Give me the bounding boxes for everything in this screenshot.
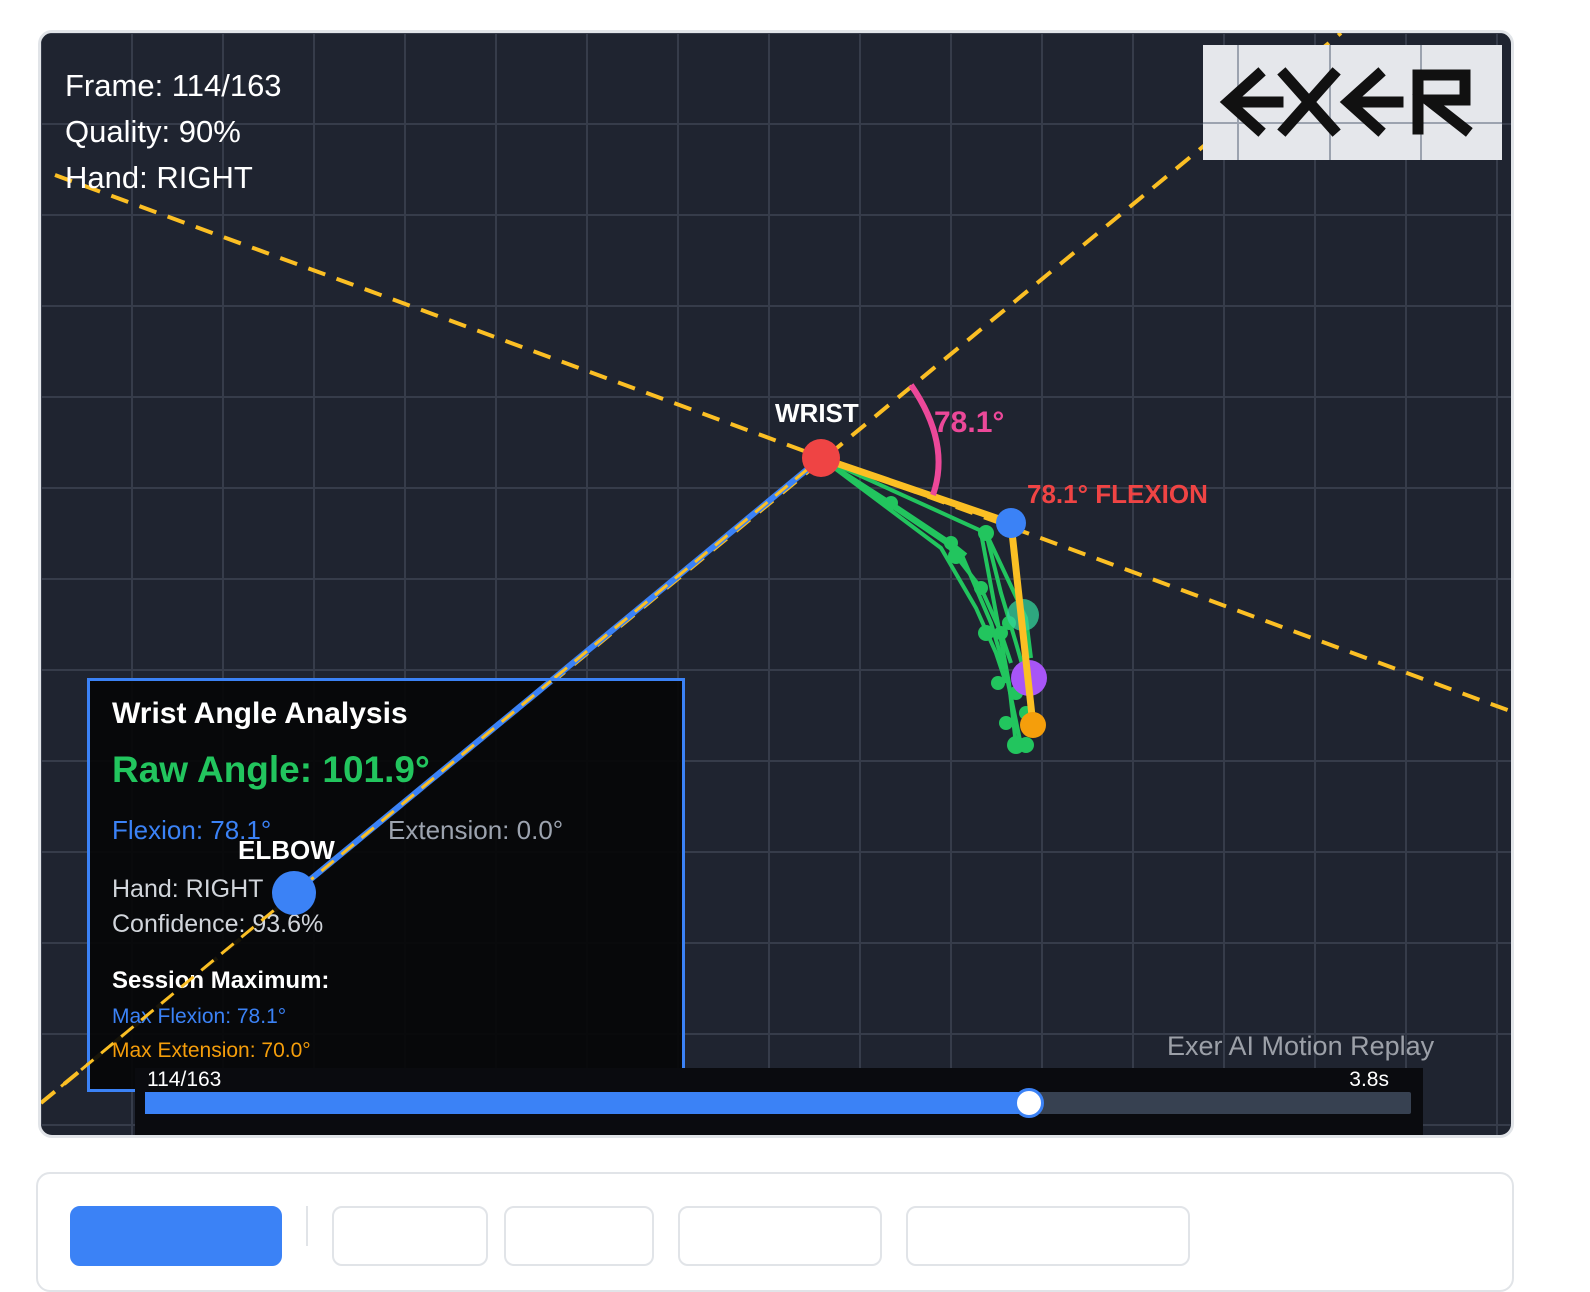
control-button-2[interactable] bbox=[332, 1206, 488, 1266]
reference-line-horizontal bbox=[54, 173, 1511, 714]
hand-joints bbox=[884, 496, 1034, 754]
exer-logo: EXER bbox=[1203, 45, 1502, 160]
watermark: Exer AI Motion Replay bbox=[1167, 1031, 1435, 1061]
timeline-time-label: 3.8s bbox=[1349, 1068, 1389, 1091]
control-divider bbox=[306, 1206, 308, 1246]
play-button[interactable] bbox=[70, 1206, 282, 1266]
timeline-progress-fill bbox=[145, 1092, 1029, 1114]
panel-title: Wrist Angle Analysis bbox=[112, 697, 408, 730]
knuckle-marker bbox=[996, 508, 1026, 538]
control-bar bbox=[36, 1172, 1514, 1292]
hand-skeleton bbox=[819, 456, 1033, 746]
session-max-title: Session Maximum: bbox=[112, 967, 330, 994]
raw-angle: Raw Angle: 101.9° bbox=[112, 749, 430, 790]
timeline-frame-label: 114/163 bbox=[147, 1068, 222, 1091]
wrist-angle-panel: Wrist Angle Analysis Raw Angle: 101.9° F… bbox=[87, 678, 685, 1092]
wrist-joint bbox=[802, 439, 840, 477]
control-button-5[interactable] bbox=[906, 1206, 1190, 1266]
hud-frame: Frame: 114/163 bbox=[65, 68, 282, 103]
hud-info: Frame: 114/163 Quality: 90% Hand: RIGHT bbox=[65, 63, 282, 201]
control-button-3[interactable] bbox=[504, 1206, 654, 1266]
flexion-value: Flexion: 78.1° bbox=[112, 815, 272, 845]
timeline-scrubber-handle[interactable] bbox=[1013, 1088, 1044, 1118]
max-flexion: Max Flexion: 78.1° bbox=[112, 1005, 287, 1028]
timeline-bar: 114/163 3.8s bbox=[135, 1068, 1423, 1135]
logo-text: EXER bbox=[1352, 152, 1355, 154]
max-extension: Max Extension: 70.0° bbox=[112, 1039, 311, 1062]
angle-arc bbox=[908, 383, 942, 496]
motion-replay-viewer: Frame: 114/163 Quality: 90% Hand: RIGHT … bbox=[38, 30, 1514, 1138]
control-button-4[interactable] bbox=[678, 1206, 882, 1266]
timeline-track[interactable] bbox=[145, 1088, 1411, 1118]
hud-quality: Quality: 90% bbox=[65, 114, 241, 149]
hand-tip-marker bbox=[1020, 712, 1046, 738]
confidence-value: Confidence: 93.6% bbox=[112, 910, 324, 938]
extension-value: Extension: 0.0° bbox=[388, 815, 564, 845]
panel-hand: Hand: RIGHT bbox=[112, 875, 264, 903]
background-grid bbox=[41, 33, 1511, 1135]
hud-hand: Hand: RIGHT bbox=[65, 160, 253, 195]
